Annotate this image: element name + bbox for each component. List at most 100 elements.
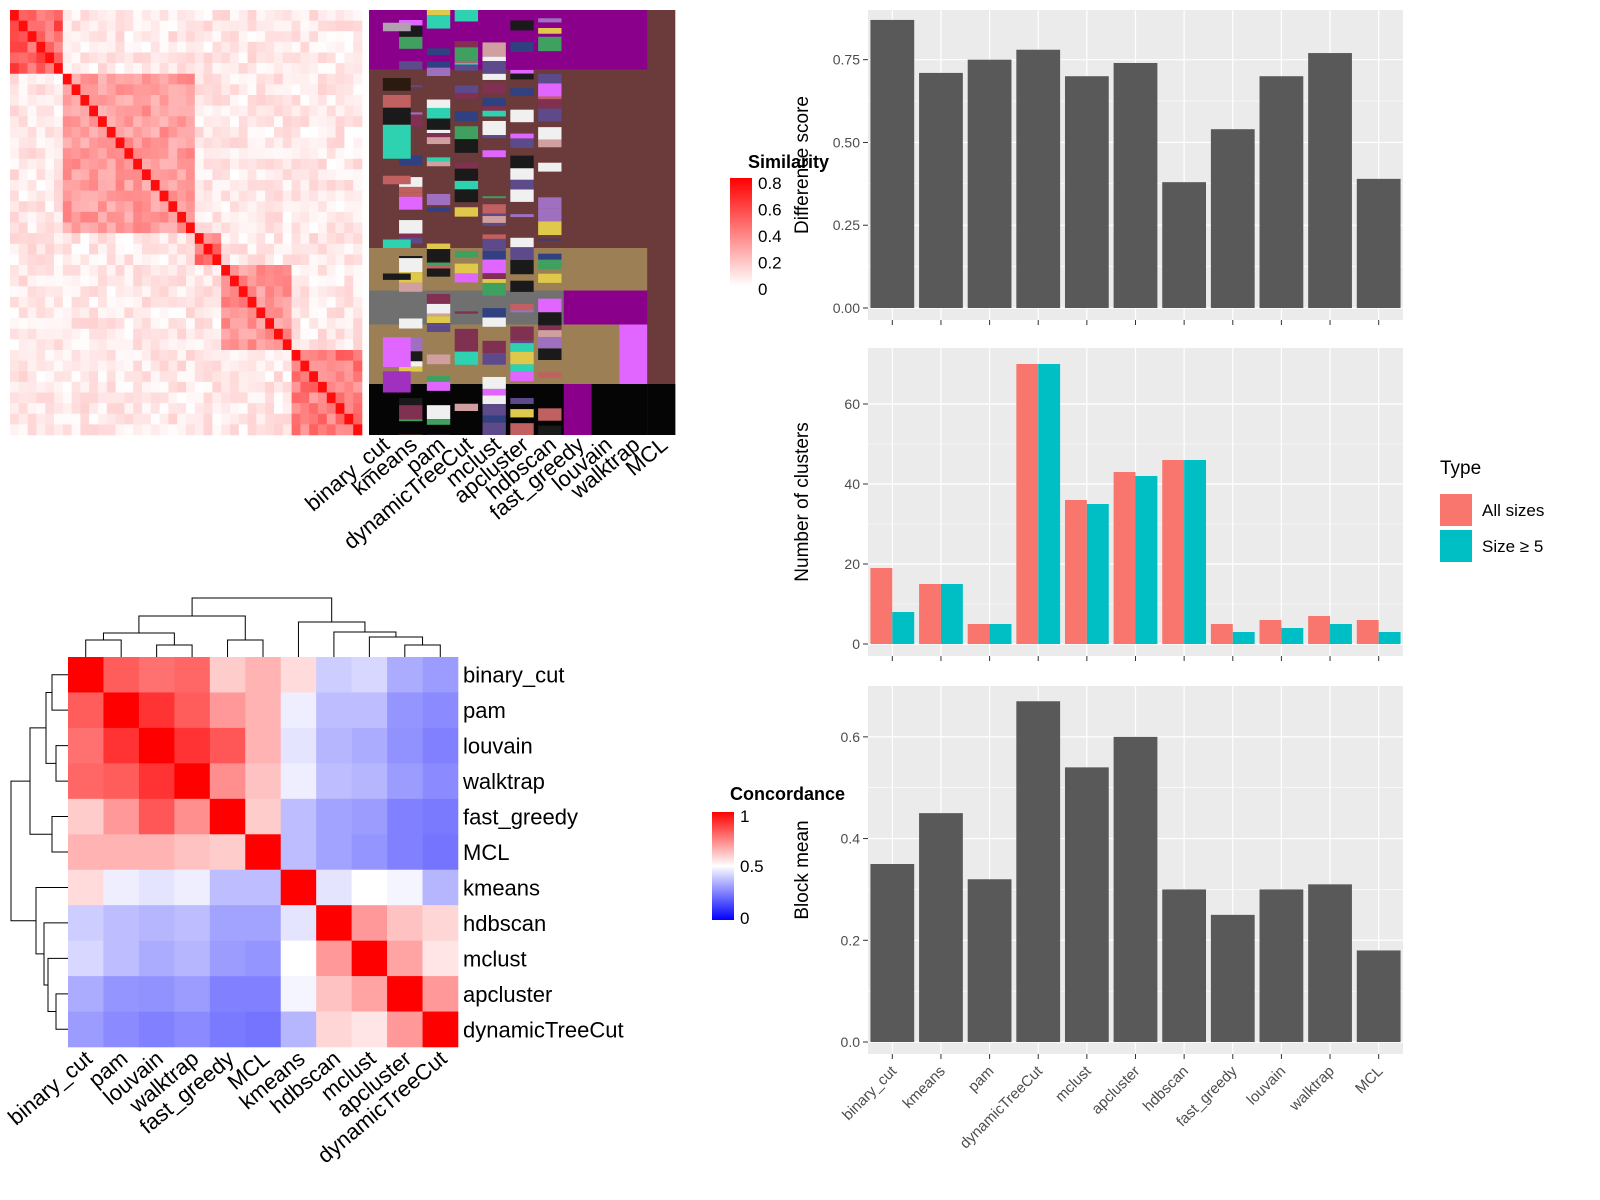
similarity-cell <box>142 148 152 160</box>
assignment-segment <box>482 196 506 199</box>
similarity-cell <box>106 424 116 436</box>
similarity-cell <box>318 222 328 234</box>
similarity-cell <box>291 63 301 75</box>
bar-hdbscan <box>1162 182 1207 308</box>
similarity-cell <box>159 350 169 361</box>
concordance-cell <box>138 763 175 800</box>
similarity-cell <box>54 350 64 361</box>
similarity-cell <box>45 126 55 138</box>
similarity-cell <box>309 148 319 160</box>
assignment-segment <box>538 253 562 260</box>
concordance-row-label: apcluster <box>463 982 552 1007</box>
similarity-cell <box>18 286 28 298</box>
similarity-cell <box>221 148 231 160</box>
similarity-cell <box>186 222 196 234</box>
dendrogram-branch <box>55 745 68 782</box>
similarity-cell <box>300 211 310 223</box>
similarity-cell <box>177 169 187 181</box>
similarity-cell <box>45 137 55 149</box>
similarity-cell <box>133 286 143 298</box>
similarity-cell <box>221 307 231 319</box>
y-tick-label: 40 <box>844 476 860 492</box>
similarity-cell <box>238 243 248 255</box>
assignment-segment <box>454 47 479 61</box>
similarity-cell <box>353 137 363 149</box>
assignment-segment <box>482 404 506 416</box>
similarity-cell <box>18 105 28 117</box>
concordance-cell <box>387 940 423 977</box>
similarity-cell <box>62 328 72 340</box>
similarity-cell <box>36 233 46 245</box>
bar-apcluster-series-1 <box>1135 476 1158 644</box>
similarity-cell <box>168 381 178 393</box>
similarity-cell <box>54 371 64 383</box>
similarity-cell <box>212 275 222 287</box>
bar-mclust <box>1064 76 1109 308</box>
similarity-cell <box>221 211 231 223</box>
assignment-segment <box>538 36 562 52</box>
bar-hdbscan-series-0 <box>1162 460 1185 644</box>
similarity-cell <box>238 265 248 276</box>
similarity-cell <box>230 265 240 276</box>
similarity-cell <box>142 105 152 117</box>
similarity-cell <box>194 190 204 202</box>
similarity-cell <box>238 105 248 117</box>
similarity-cell <box>168 20 178 32</box>
similarity-cell <box>45 275 55 287</box>
similarity-cell <box>300 190 310 202</box>
similarity-cell <box>309 243 319 255</box>
similarity-cell <box>335 63 345 75</box>
similarity-cell <box>142 318 152 330</box>
similarity-cell <box>62 371 72 383</box>
assignment-segment <box>399 351 423 362</box>
similarity-cell <box>62 10 72 21</box>
assignment-segment <box>426 99 451 108</box>
similarity-cell <box>265 41 275 53</box>
similarity-cell <box>27 20 37 32</box>
bar-walktrap-series-0 <box>1308 616 1331 644</box>
similarity-cell <box>159 116 169 128</box>
dendrogram-branch <box>35 886 68 955</box>
similarity-legend-tick: 0 <box>758 280 767 299</box>
assignment-segment <box>482 106 506 111</box>
concordance-cell <box>138 798 175 835</box>
similarity-cell <box>168 190 178 202</box>
similarity-cell <box>18 318 28 330</box>
assignment-segment <box>482 273 506 280</box>
similarity-cell <box>150 318 160 330</box>
similarity-cell <box>106 10 116 21</box>
similarity-cell <box>256 20 266 32</box>
concordance-cell <box>103 692 140 729</box>
similarity-cell <box>36 339 46 351</box>
assignment-segment <box>482 422 506 435</box>
similarity-cell <box>36 180 46 191</box>
similarity-cell <box>247 105 257 117</box>
similarity-cell <box>80 424 90 436</box>
assignment-segment <box>426 107 451 119</box>
assignment-block <box>591 324 620 384</box>
similarity-cell <box>150 158 160 170</box>
similarity-cell <box>309 63 319 75</box>
similarity-cell <box>282 137 292 149</box>
similarity-cell <box>221 190 231 202</box>
similarity-cell <box>124 424 134 436</box>
similarity-cell <box>344 41 354 53</box>
similarity-cell <box>10 116 20 128</box>
similarity-cell <box>282 413 292 425</box>
similarity-cell <box>318 137 328 149</box>
similarity-cell <box>124 371 134 383</box>
similarity-cell <box>230 41 240 53</box>
concordance-cell <box>103 905 140 941</box>
similarity-cell <box>10 137 20 149</box>
similarity-cell <box>194 52 204 64</box>
bar-kmeans <box>919 72 963 309</box>
similarity-cell <box>238 403 248 415</box>
similarity-cell <box>344 211 354 223</box>
assignment-segment <box>482 282 506 296</box>
similarity-cell <box>62 254 72 266</box>
similarity-cell <box>98 63 108 75</box>
similarity-cell <box>124 265 134 276</box>
similarity-cell <box>274 360 284 372</box>
concordance-cell <box>103 727 140 764</box>
similarity-cell <box>71 10 81 21</box>
